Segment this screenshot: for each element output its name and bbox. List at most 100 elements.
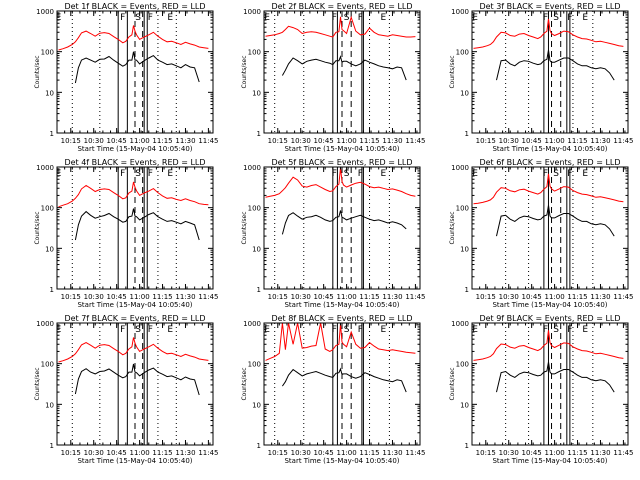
x-tick-label: 11:30 [590,449,610,457]
y-tick-label: 1000 [243,320,261,328]
x-tick-label: 10:45 [107,449,127,457]
phase-marker-e: E [167,13,173,23]
panel-det-4: Det 4f BLACK = Events, RED = LLD 1 10 100 10… [34,158,219,309]
phase-marker-s: S [135,169,141,179]
phase-marker-e: E [380,13,386,23]
x-tick-label: 10:45 [107,293,127,301]
y-tick-label: 100 [248,205,261,213]
x-tick-label: 10:30 [84,137,104,145]
x-tick-label: 11:00 [544,137,564,145]
phase-marker-e: E [582,13,588,23]
series-events-line [74,51,200,84]
x-tick-label: 10:15 [268,293,288,301]
y-tick-label: 1 [465,130,469,138]
y-tick-label: 1000 [451,320,469,328]
x-tick-label: 11:00 [336,293,356,301]
y-tick-label: 100 [456,49,469,57]
y-axis-title: Counts/sec [241,367,248,400]
x-tick-label: 11:30 [175,293,195,301]
panel-title: Det 3f BLACK = Events, RED = LLD [479,2,620,11]
series-lld-line [58,25,209,51]
series-events-line [281,210,407,235]
x-tick-label: 10:30 [291,137,311,145]
phase-marker-e: E [167,325,173,335]
y-tick-label: 1000 [36,164,54,172]
y-tick-label: 1 [50,442,54,450]
series-lld-line [473,330,624,361]
y-tick-label: 10 [460,89,469,97]
y-tick-label: 1000 [36,8,54,16]
series-lld-line [265,15,416,38]
series-lld-line [58,337,209,363]
x-tick-label: 11:15 [152,293,172,301]
y-axis-title: Counts/sec [241,211,248,244]
phase-marker-f: F [543,13,548,23]
x-tick-label: 10:15 [268,449,288,457]
y-tick-label: 10 [45,401,54,409]
panel-title: Det 2f BLACK = Events, RED = LLD [271,2,412,11]
x-tick-label: 10:45 [314,293,334,301]
x-tick-label: 11:45 [405,293,425,301]
x-tick-label: 10:45 [522,449,542,457]
y-tick-label: 1 [50,130,54,138]
x-tick-label: 11:45 [198,449,218,457]
x-axis-title: Start Time (15-May-04 10:05:40) [284,457,399,465]
x-tick-label: 11:30 [175,449,195,457]
x-tick-label: 11:45 [613,137,633,145]
x-axis-title: Start Time (15-May-04 10:05:40) [492,301,607,309]
phase-marker-s: S [553,325,559,335]
y-axis-title: Counts/sec [449,211,456,244]
x-axis-title: Start Time (15-May-04 10:05:40) [77,457,192,465]
y-tick-label: 1 [50,286,54,294]
phase-marker-s: S [344,13,350,23]
panel-det-6: Det 6f BLACK = Events, RED = LLD 1 10 100 10… [449,158,634,309]
series-events-line [281,55,407,81]
phase-marker-f: F [120,13,125,23]
x-axis-title: Start Time (15-May-04 10:05:40) [77,301,192,309]
panel-det-9: Det 9f BLACK = Events, RED = LLD 1 10 100 10… [449,314,634,465]
x-tick-label: 11:00 [129,137,149,145]
y-axis-title: Counts/sec [34,367,41,400]
x-axis-title: Start Time (15-May-04 10:05:40) [284,145,399,153]
series-events-line [74,363,200,396]
series-events-line [281,367,407,393]
series-lld-line [265,322,416,361]
series-events-line [74,208,200,241]
y-tick-label: 100 [41,205,54,213]
plot-frame [263,10,421,134]
phase-marker-f: F [332,325,337,335]
y-axis-title: Counts/sec [449,55,456,88]
x-tick-label: 11:00 [129,449,149,457]
y-axis-title: Counts/sec [34,211,41,244]
phase-marker-e: E [56,325,62,335]
y-tick-label: 1000 [243,8,261,16]
x-tick-label: 11:15 [567,449,587,457]
x-tick-label: 11:45 [405,449,425,457]
phase-marker-f: F [567,13,572,23]
x-tick-label: 10:30 [291,449,311,457]
y-axis-title: Counts/sec [449,367,456,400]
x-tick-label: 11:00 [544,449,564,457]
y-tick-label: 1 [465,286,469,294]
series-events-line [496,49,615,81]
y-tick-label: 10 [252,89,261,97]
phase-marker-f: F [332,13,337,23]
x-tick-label: 11:00 [336,137,356,145]
x-axis-title: Start Time (15-May-04 10:05:40) [77,145,192,153]
y-tick-label: 100 [41,361,54,369]
y-tick-label: 1000 [451,8,469,16]
y-tick-label: 10 [252,401,261,409]
y-tick-label: 10 [460,401,469,409]
y-tick-label: 10 [252,245,261,253]
x-tick-label: 11:15 [567,137,587,145]
phase-marker-s: S [135,13,141,23]
x-tick-label: 10:15 [61,293,81,301]
x-tick-label: 11:00 [336,449,356,457]
plot-frame [263,166,421,290]
phase-marker-f: F [148,169,153,179]
x-tick-label: 10:30 [291,293,311,301]
x-tick-label: 10:15 [476,293,496,301]
x-tick-label: 11:00 [544,293,564,301]
plot-frame [471,166,629,290]
series-lld-line [473,173,624,205]
